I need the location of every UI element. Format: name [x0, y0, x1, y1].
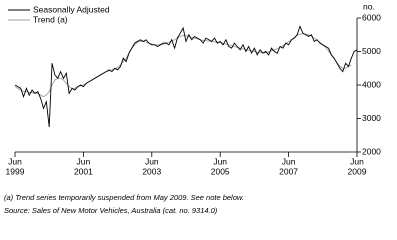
chart: no. (a) Trend series temporarily suspend… [4, 1, 381, 215]
x-tick-label: 2009 [348, 166, 367, 176]
y-tick-label: 6000 [362, 12, 381, 22]
legend-label: Trend (a) [33, 14, 68, 24]
x-tick-label: 2003 [142, 166, 161, 176]
y-tick-label: 4000 [362, 79, 381, 89]
y-tick-label: 2000 [362, 146, 381, 156]
x-tick-label: Jun [213, 156, 227, 166]
series-line [14, 25, 358, 127]
x-tick-label: 2001 [74, 166, 93, 176]
x-tick-label: 2005 [211, 166, 230, 176]
y-axis-label: no. [363, 1, 375, 11]
y-tick-label: 3000 [362, 113, 381, 123]
x-tick-label: 2007 [279, 166, 298, 176]
source-note: Source: Sales of New Motor Vehicles, Aus… [4, 206, 218, 215]
footnote: (a) Trend series temporarily suspended f… [4, 193, 244, 202]
series-line [14, 33, 352, 98]
y-tick-label: 5000 [362, 46, 381, 56]
legend-label: Seasonally Adjusted [33, 4, 110, 14]
x-tick-label: Jun [145, 156, 159, 166]
x-tick-label: Jun [77, 156, 91, 166]
x-tick-label: Jun [8, 156, 22, 166]
x-tick-label: 1999 [6, 166, 25, 176]
x-tick-label: Jun [350, 156, 364, 166]
x-tick-label: Jun [282, 156, 296, 166]
